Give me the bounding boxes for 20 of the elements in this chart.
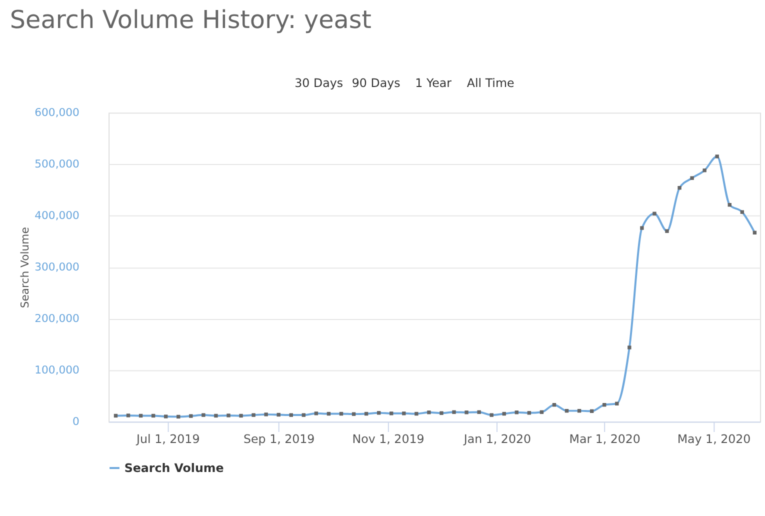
x-tick-label: Sep 1, 2019 (244, 432, 315, 446)
y-axis-title: Search Volume (18, 226, 32, 308)
x-tick-label: Jan 1, 2020 (462, 432, 532, 446)
y-tick-label: 0 (72, 415, 80, 428)
text: 90 Days (352, 76, 400, 90)
y-tick-label: 400,000 (34, 209, 80, 222)
legend-label: Search Volume (124, 460, 224, 475)
y-tick-label: 200,000 (34, 312, 80, 326)
x-tick-label: Mar 1, 2020 (569, 432, 640, 446)
text: 30 Days (294, 76, 344, 90)
y-tick-label: 100,000 (34, 364, 80, 377)
y-tick-label: 500,000 (34, 158, 80, 171)
y-tick-label: 600,000 (34, 106, 80, 120)
chart-title: Search Volume History: yeast (10, 4, 372, 34)
text: 1 Year (415, 76, 452, 90)
x-tick-label: Nov 1, 2019 (352, 432, 424, 446)
text: All Time (466, 76, 514, 90)
x-tick-label: Jul 1, 2019 (136, 432, 200, 446)
y-tick-label: 300,000 (34, 260, 80, 274)
x-tick-label: May 1, 2020 (677, 432, 751, 446)
